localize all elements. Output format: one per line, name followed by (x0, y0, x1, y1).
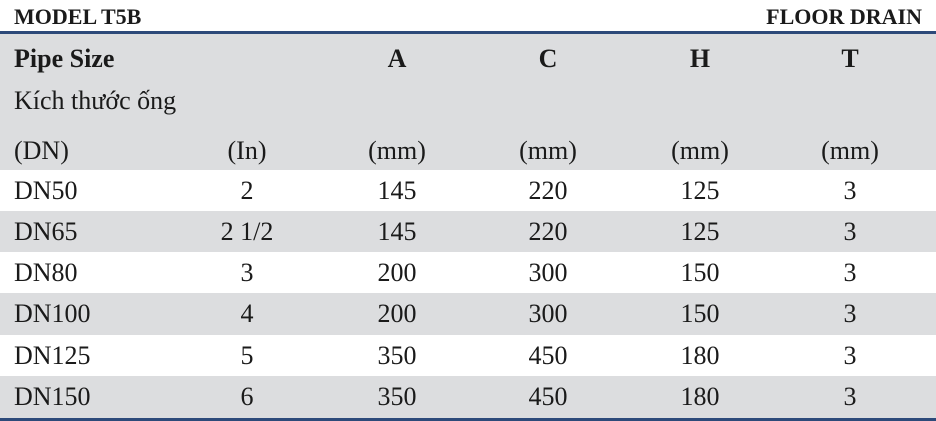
cell: 2 (240, 175, 254, 205)
cell: 220 (528, 216, 568, 246)
pipe-size: Pipe Size (14, 44, 115, 73)
cell: 300 (528, 257, 568, 287)
product: FLOOR DRAIN (766, 4, 922, 29)
unit: (mm) (519, 136, 577, 165)
cell: 180 (680, 340, 720, 370)
cell: DN50 (14, 175, 78, 205)
cell: DN150 (14, 382, 91, 411)
unit: (In) (227, 136, 267, 165)
cell: 450 (528, 382, 568, 411)
cell: DN65 (14, 216, 78, 246)
cell: 2 1/2 (220, 216, 274, 246)
cell: 220 (528, 175, 568, 205)
cell: 145 (377, 175, 417, 205)
cell: 145 (377, 216, 417, 246)
cell: 4 (240, 299, 254, 328)
cell: 3 (240, 257, 254, 287)
cell: 200 (377, 257, 417, 287)
header-bg (0, 34, 936, 170)
row-bg (0, 293, 936, 335)
subtitle: Kích thước ống (14, 86, 177, 115)
cell: 6 (240, 382, 254, 411)
cell: 350 (377, 382, 417, 411)
cell: 3 (843, 340, 857, 370)
row-bg (0, 211, 936, 252)
cell: 200 (377, 299, 417, 328)
cell: 125 (680, 175, 720, 205)
cell: 300 (528, 299, 568, 328)
cell: 3 (843, 299, 857, 328)
cell: 180 (680, 382, 720, 411)
unit: (mm) (671, 136, 729, 165)
cell: 150 (680, 257, 720, 287)
model: MODEL T5B (14, 4, 142, 29)
cell: 3 (843, 382, 857, 411)
column-letter: T (841, 44, 859, 73)
cell: 3 (843, 175, 857, 205)
unit: (mm) (368, 136, 426, 165)
column-letter: C (538, 44, 558, 73)
cell: 125 (680, 216, 720, 246)
cell: 450 (528, 340, 568, 370)
column-letter: H (689, 44, 711, 73)
cell: DN80 (14, 257, 78, 287)
cell: 3 (843, 216, 857, 246)
cell: 3 (843, 257, 857, 287)
cell: 150 (680, 299, 720, 328)
row-bg (0, 376, 936, 418)
unit: (mm) (821, 136, 879, 165)
unit: (DN) (14, 136, 69, 165)
bottom-rule (0, 418, 936, 421)
cell: DN125 (14, 340, 91, 370)
cell: DN100 (14, 299, 91, 328)
cell: 5 (240, 340, 254, 370)
cell: 350 (377, 340, 417, 370)
column-letter: A (387, 44, 407, 73)
top-rule (0, 31, 936, 34)
